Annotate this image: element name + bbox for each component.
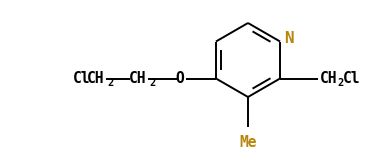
Text: 2: 2 [149, 78, 155, 88]
Text: 2: 2 [107, 78, 113, 88]
Text: Cl: Cl [72, 71, 90, 86]
Text: Cl: Cl [343, 71, 361, 86]
Text: CH: CH [128, 71, 146, 86]
Text: 2: 2 [337, 78, 343, 88]
Text: O: O [175, 71, 184, 86]
Text: Me: Me [239, 135, 257, 150]
Text: CH: CH [86, 71, 104, 86]
Text: CH: CH [320, 71, 338, 86]
Text: N: N [284, 31, 294, 46]
